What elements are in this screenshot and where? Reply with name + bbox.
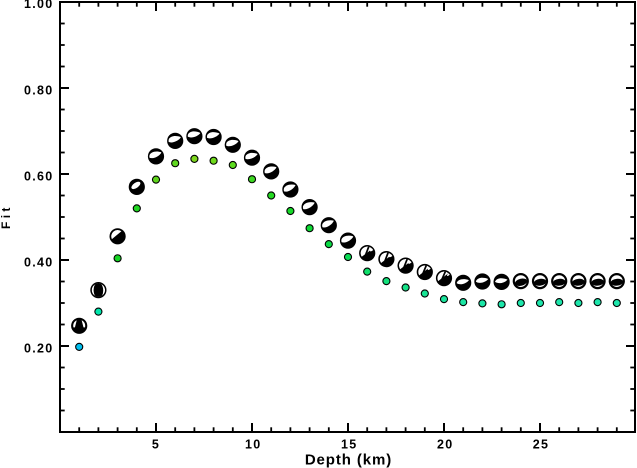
svg-text:10: 10 (245, 437, 262, 451)
svg-text:Depth (km): Depth (km) (305, 451, 392, 468)
svg-text:0.80: 0.80 (24, 83, 54, 97)
svg-text:0.20: 0.20 (24, 341, 54, 355)
svg-text:Fit: Fit (0, 204, 13, 229)
svg-text:25: 25 (533, 437, 550, 451)
svg-text:15: 15 (341, 437, 358, 451)
svg-text:20: 20 (437, 437, 454, 451)
svg-text:0.40: 0.40 (24, 255, 54, 269)
svg-text:1.00: 1.00 (24, 0, 54, 11)
svg-text:5: 5 (152, 437, 160, 451)
svg-text:0.60: 0.60 (24, 169, 54, 183)
